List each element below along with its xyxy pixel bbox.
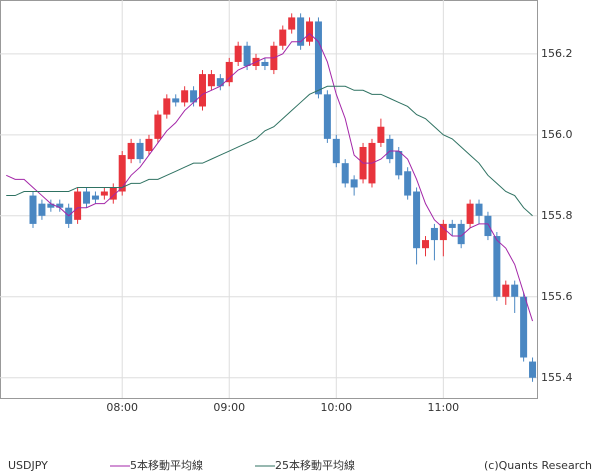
candle-body (145, 138, 153, 152)
candle-body (413, 191, 421, 249)
credit: (c)Quants Research (484, 459, 592, 472)
x-tick-label: 09:00 (213, 401, 245, 414)
candle-body (288, 17, 296, 30)
legend-label: 5本移動平均線 (130, 458, 203, 472)
candle-body (118, 155, 126, 192)
x-tick-label: 08:00 (106, 401, 138, 414)
candle-body (350, 179, 358, 188)
candle-body (172, 98, 180, 103)
candle-body (127, 142, 135, 160)
candle-body (520, 296, 528, 358)
candle-body (297, 17, 305, 46)
candle-body (181, 90, 189, 103)
candle-body (279, 29, 287, 46)
candle-body (234, 45, 242, 62)
candle-body (439, 223, 447, 241)
candle-body (386, 138, 394, 160)
candle-body (404, 171, 412, 196)
y-tick-label: 155.6 (541, 290, 573, 303)
candle-body (225, 61, 233, 83)
candle-body (38, 203, 46, 216)
candle-body (207, 74, 215, 87)
candle-body (502, 284, 510, 297)
candle-body (332, 138, 340, 164)
candle-body (216, 78, 224, 87)
candle-body (430, 227, 438, 241)
candle-body (243, 45, 251, 66)
symbol-label: USDJPY (8, 459, 48, 472)
candle-body (448, 223, 456, 228)
candle-body (190, 90, 198, 103)
candle-body (29, 195, 37, 224)
ma-line (6, 32, 534, 322)
candle-body (511, 284, 519, 297)
candle-body (163, 98, 171, 115)
y-tick-label: 155.8 (541, 209, 573, 222)
candle-body (323, 94, 331, 139)
legend-label: 25本移動平均線 (275, 458, 355, 472)
candle-body (421, 240, 429, 249)
y-tick-label: 156.0 (541, 128, 573, 141)
candle-body (100, 191, 108, 196)
candle-body (341, 163, 349, 184)
y-tick-label: 156.2 (541, 47, 573, 60)
candle-body (91, 195, 99, 200)
candle-body (198, 74, 206, 107)
ma-line (6, 85, 533, 217)
candle-body (314, 21, 322, 95)
candle-body (306, 21, 314, 42)
candle-body (136, 142, 144, 160)
candle-body (484, 215, 492, 237)
candle-body (395, 151, 403, 176)
candle-body (475, 203, 483, 216)
candle-body (83, 191, 91, 204)
candle-body (109, 187, 117, 200)
candle-body (154, 114, 162, 139)
candle-body (457, 223, 465, 245)
candle-body (466, 203, 474, 224)
candle-body (377, 126, 385, 143)
x-tick-label: 10:00 (320, 401, 352, 414)
candle-body (493, 236, 501, 297)
candle-body (261, 61, 269, 66)
candle-body (47, 203, 55, 208)
candle-body (56, 203, 64, 208)
y-tick-label: 155.4 (541, 371, 573, 384)
candle-body (529, 361, 537, 378)
candle-body (74, 191, 82, 220)
x-tick-label: 11:00 (427, 401, 459, 414)
